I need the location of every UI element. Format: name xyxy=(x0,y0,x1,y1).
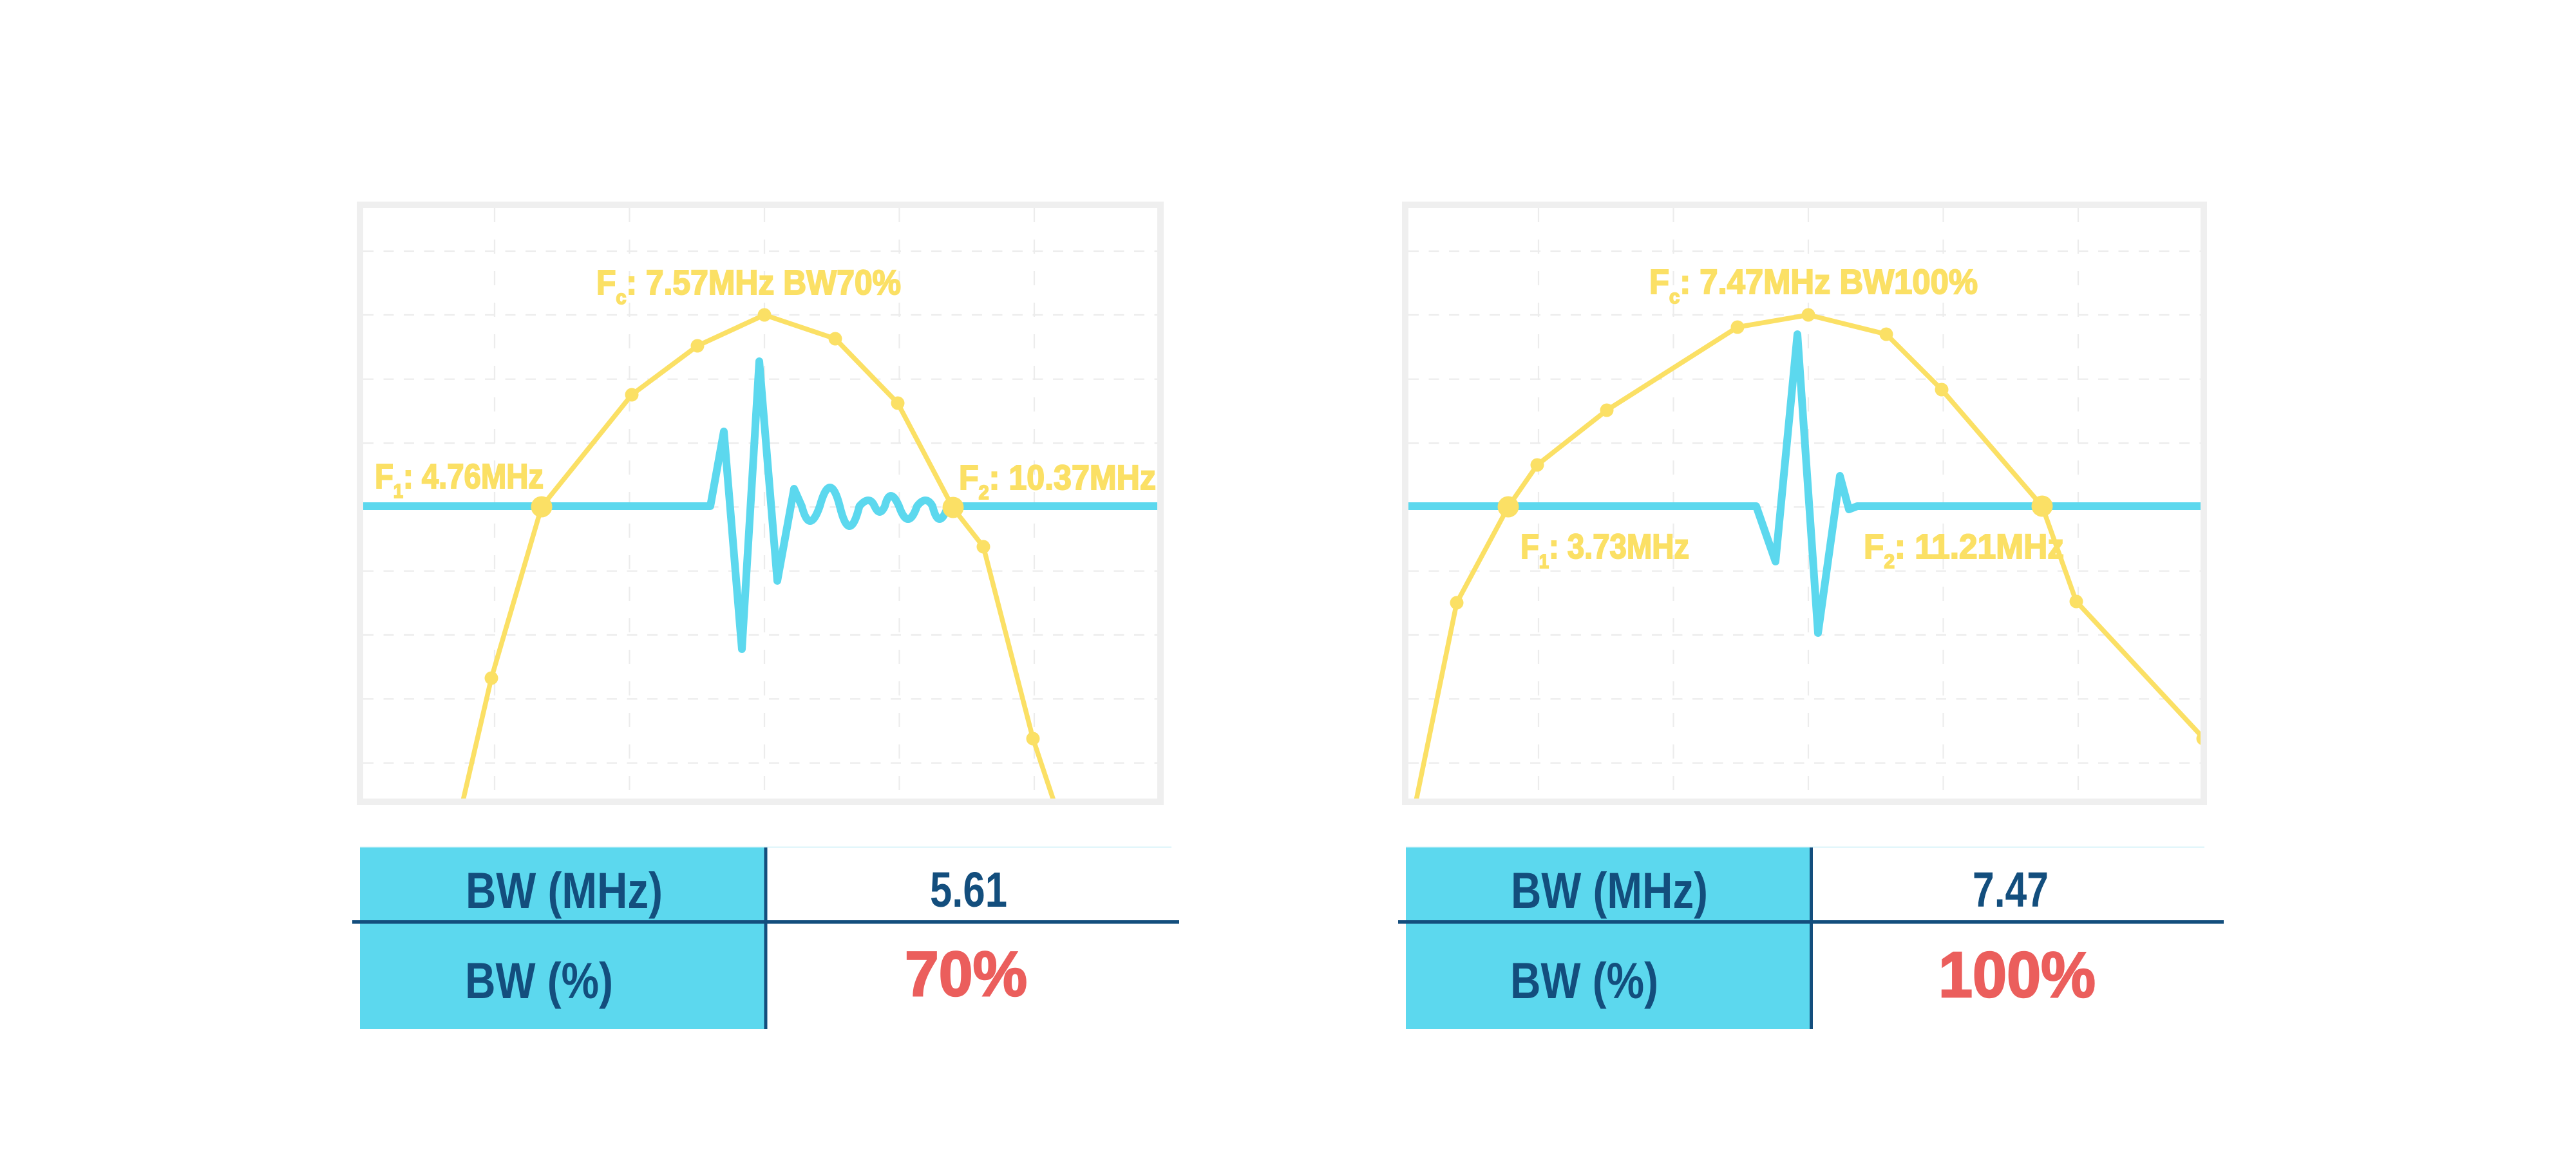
svg-text:Fc: 7.47MHz BW100%: Fc: 7.47MHz BW100% xyxy=(1649,263,1978,308)
svg-text:BW (%): BW (%) xyxy=(465,952,613,1009)
svg-text:7.47: 7.47 xyxy=(1973,862,2049,918)
svg-text:BW (MHz): BW (MHz) xyxy=(466,862,663,919)
svg-text:100%: 100% xyxy=(1938,939,2096,1011)
svg-text:70%: 70% xyxy=(905,938,1027,1009)
svg-text:F2: 10.37MHz: F2: 10.37MHz xyxy=(959,459,1156,504)
svg-text:BW (%): BW (%) xyxy=(1510,952,1658,1009)
svg-text:F1: 4.76MHz: F1: 4.76MHz xyxy=(375,457,544,502)
svg-text:Fc: 7.57MHz BW70%: Fc: 7.57MHz BW70% xyxy=(596,263,901,308)
svg-text:5.61: 5.61 xyxy=(930,862,1007,918)
svg-text:F1: 3.73MHz: F1: 3.73MHz xyxy=(1520,527,1689,572)
svg-text:BW (MHz): BW (MHz) xyxy=(1511,862,1708,919)
svg-text:F2: 11.21MHz: F2: 11.21MHz xyxy=(1864,527,2064,572)
